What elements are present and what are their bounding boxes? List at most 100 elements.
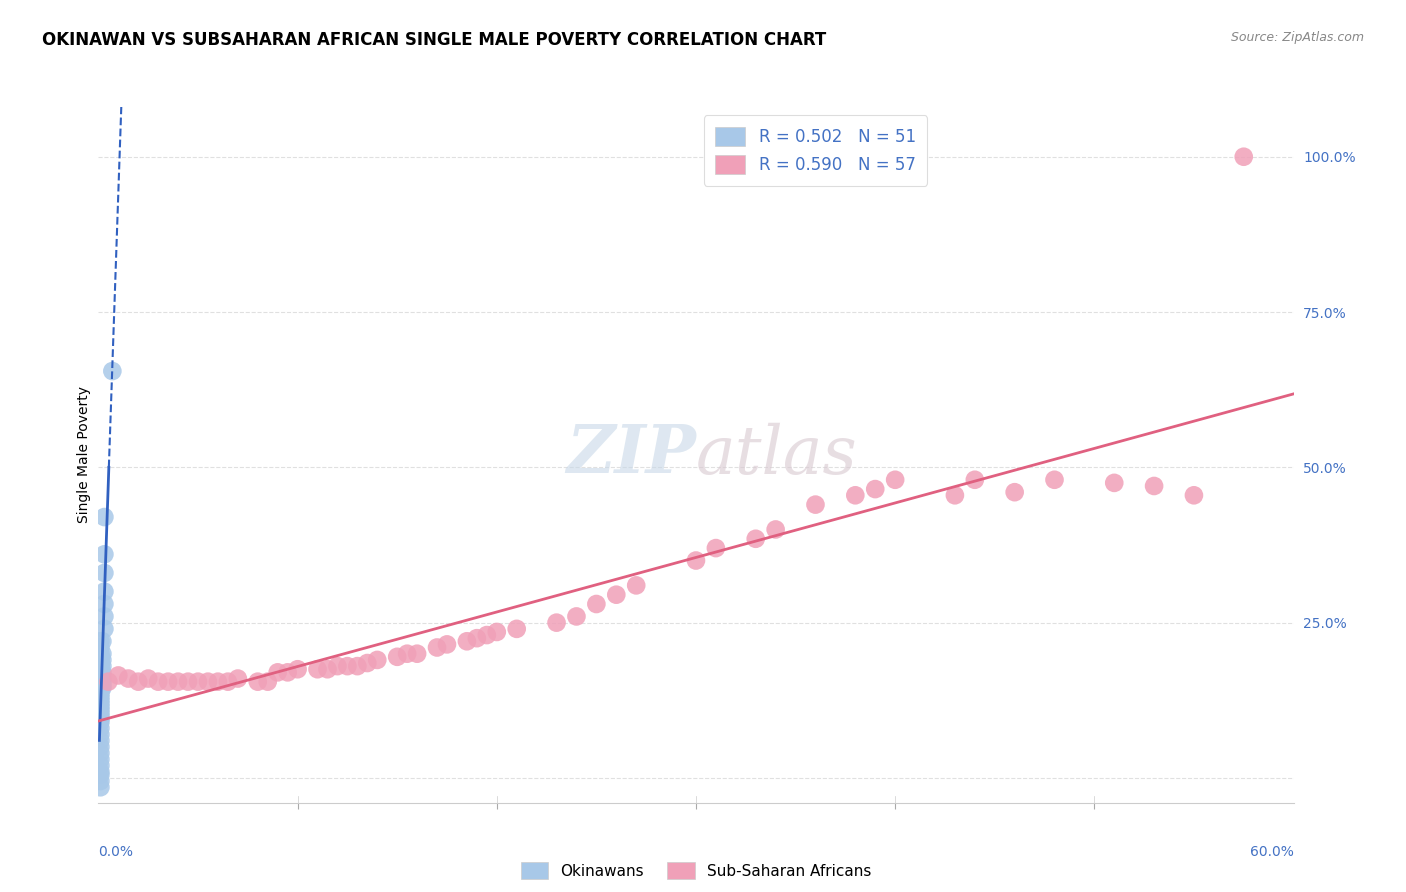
Legend: Okinawans, Sub-Saharan Africans: Okinawans, Sub-Saharan Africans xyxy=(515,855,877,886)
Point xyxy=(884,473,907,487)
Point xyxy=(89,647,111,661)
Point xyxy=(197,674,219,689)
Point xyxy=(256,674,278,689)
Point xyxy=(93,597,115,611)
Point xyxy=(943,488,966,502)
Point xyxy=(436,637,458,651)
Point xyxy=(89,678,111,692)
Point xyxy=(385,649,409,664)
Point xyxy=(267,665,290,680)
Point xyxy=(765,523,787,537)
Point xyxy=(89,665,111,680)
Point xyxy=(89,634,111,648)
Point xyxy=(89,706,111,720)
Point xyxy=(704,541,727,555)
Point xyxy=(89,780,111,795)
Point xyxy=(89,752,111,766)
Point xyxy=(89,712,111,726)
Point xyxy=(157,674,180,689)
Text: ZIP: ZIP xyxy=(567,423,696,487)
Point xyxy=(465,631,488,645)
Point xyxy=(93,510,115,524)
Point xyxy=(89,659,111,673)
Point xyxy=(89,697,111,711)
Point xyxy=(356,656,378,670)
Point xyxy=(226,672,249,686)
Point xyxy=(506,622,529,636)
Point xyxy=(316,662,339,676)
Point xyxy=(101,364,124,378)
Point xyxy=(277,665,299,680)
Point xyxy=(89,714,111,729)
Point xyxy=(89,764,111,779)
Point xyxy=(485,624,508,639)
Point xyxy=(136,672,159,686)
Point xyxy=(107,668,129,682)
Point xyxy=(336,659,359,673)
Point xyxy=(89,668,111,682)
Point xyxy=(89,693,111,707)
Point xyxy=(89,721,111,735)
Point xyxy=(89,699,111,714)
Point xyxy=(745,532,768,546)
Point xyxy=(167,674,190,689)
Point xyxy=(89,768,111,782)
Point xyxy=(91,672,114,686)
Point xyxy=(89,739,111,754)
Point xyxy=(456,634,478,648)
Text: Source: ZipAtlas.com: Source: ZipAtlas.com xyxy=(1230,31,1364,45)
Point xyxy=(93,609,115,624)
Point xyxy=(307,662,329,676)
Point xyxy=(624,578,647,592)
Point xyxy=(89,746,111,760)
Point xyxy=(217,674,239,689)
Point xyxy=(89,640,111,655)
Point xyxy=(177,674,200,689)
Point xyxy=(844,488,866,502)
Point xyxy=(1182,488,1205,502)
Point xyxy=(246,674,269,689)
Point xyxy=(346,659,368,673)
Point xyxy=(326,659,349,673)
Point xyxy=(89,684,111,698)
Point xyxy=(93,566,115,580)
Point xyxy=(963,473,986,487)
Point xyxy=(863,482,886,496)
Point xyxy=(187,674,209,689)
Point xyxy=(89,708,111,723)
Point xyxy=(1004,485,1026,500)
Point xyxy=(127,674,149,689)
Point xyxy=(605,588,627,602)
Point xyxy=(91,681,114,695)
Point xyxy=(89,662,111,676)
Point xyxy=(97,674,120,689)
Point xyxy=(89,653,111,667)
Point xyxy=(93,622,115,636)
Point xyxy=(89,758,111,772)
Text: OKINAWAN VS SUBSAHARAN AFRICAN SINGLE MALE POVERTY CORRELATION CHART: OKINAWAN VS SUBSAHARAN AFRICAN SINGLE MA… xyxy=(42,31,827,49)
Point xyxy=(1143,479,1166,493)
Point xyxy=(1043,473,1066,487)
Point xyxy=(546,615,568,630)
Point xyxy=(89,774,111,789)
Point xyxy=(475,628,498,642)
Point xyxy=(91,653,114,667)
Point xyxy=(207,674,229,689)
Text: atlas: atlas xyxy=(696,422,858,488)
Text: 0.0%: 0.0% xyxy=(98,845,134,858)
Point xyxy=(804,498,827,512)
Point xyxy=(91,678,114,692)
Point xyxy=(117,672,139,686)
Text: 60.0%: 60.0% xyxy=(1250,845,1294,858)
Y-axis label: Single Male Poverty: Single Male Poverty xyxy=(77,386,91,524)
Point xyxy=(91,634,114,648)
Point xyxy=(89,703,111,717)
Point xyxy=(89,733,111,747)
Point xyxy=(91,647,114,661)
Point xyxy=(89,674,111,689)
Point xyxy=(366,653,388,667)
Point xyxy=(89,672,111,686)
Point xyxy=(91,674,114,689)
Point xyxy=(287,662,309,676)
Point xyxy=(91,659,114,673)
